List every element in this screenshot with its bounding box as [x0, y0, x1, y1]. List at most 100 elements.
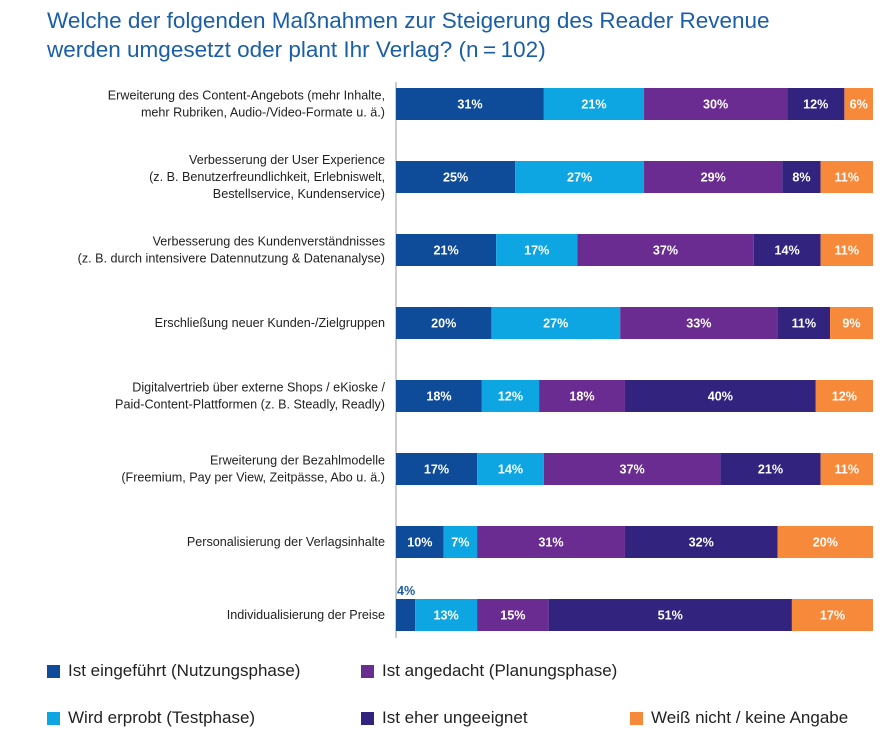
bar-segment: [396, 88, 544, 120]
category-label-line: Erweiterung der Bezahlmodelle: [210, 454, 385, 468]
bar-segment: [477, 453, 544, 485]
bar-segment: [543, 453, 721, 485]
bar-segment: [620, 307, 778, 339]
data-label: 32%: [689, 536, 714, 550]
category-label-line: Verbesserung der User Experience: [189, 153, 385, 167]
category-label-line: Erweiterung des Content-Angebots (mehr I…: [108, 89, 385, 103]
bar-segment: [477, 599, 549, 631]
category-label: Verbesserung des Kundenverständnisses (z.…: [78, 235, 385, 266]
bar-segment: [820, 453, 873, 485]
legend-swatch: [361, 664, 374, 678]
bar-segment: [396, 234, 497, 266]
chart-title-line-2: werden umgesetzt oder plant Ihr Verlag? …: [47, 37, 546, 62]
bar-segment: [543, 88, 645, 120]
bar-segment: [415, 599, 478, 631]
category-label-line: Digitalvertrieb über externe Shops / eKi…: [132, 381, 385, 395]
bar-segment: [539, 380, 625, 412]
bar-segment: [644, 88, 788, 120]
legend-item: Ist angedacht (Planungsphase): [361, 661, 617, 681]
legend-swatch: [630, 711, 643, 725]
data-label: 6%: [850, 98, 868, 112]
data-label: 17%: [424, 463, 449, 477]
data-label: 11%: [835, 463, 860, 477]
legend-label: Wird erprobt (Testphase): [68, 708, 256, 727]
bar-segment: [548, 599, 792, 631]
category-label-line: (z. B. durch intensivere Datennutzung & …: [78, 252, 385, 266]
data-label: 29%: [701, 171, 726, 185]
bar-segment: [753, 234, 821, 266]
chart-title: Welche der folgenden Maßnahmen zur Steig…: [47, 6, 887, 64]
legend-item: Ist eingeführt (Nutzungsphase): [47, 661, 300, 681]
category-label-line: Personalisierung der Verlagsinhalte: [187, 535, 385, 549]
category-label-line: (Freemium, Pay per View, Zeitpässe, Abo …: [121, 471, 385, 485]
bar-segment: [496, 234, 578, 266]
data-label: 14%: [498, 463, 523, 477]
data-label: 17%: [524, 244, 549, 258]
legend-label: Ist eher ungeeignet: [382, 708, 528, 727]
legend-label: Ist angedacht (Planungsphase): [382, 661, 618, 680]
category-label-line: Erschließung neuer Kunden-/Zielgruppen: [155, 316, 385, 330]
data-label: 15%: [500, 609, 525, 623]
bar-segment: [820, 234, 873, 266]
data-label: 20%: [431, 317, 456, 331]
data-label: 8%: [792, 171, 810, 185]
data-label: 31%: [457, 98, 482, 112]
bar-segment: [396, 307, 492, 339]
data-label: 21%: [433, 244, 458, 258]
legend-label: Weiß nicht / keine Angabe: [651, 708, 849, 727]
category-label-line: mehr Rubriken, Audio-/Video-Formate u. ä…: [141, 106, 385, 120]
category-label: Erweiterung des Content-Angebots (mehr I…: [108, 89, 385, 120]
bar-segment: [791, 599, 873, 631]
category-label: Verbesserung der User Experience (z. B. B…: [149, 153, 385, 201]
legend-swatch: [47, 711, 60, 725]
category-label-line: Paid-Content-Plattformen (z. B. Steadly,…: [115, 398, 385, 412]
category-label-line: Verbesserung des Kundenverständnisses: [153, 235, 385, 249]
bar-segment: [815, 380, 873, 412]
bar-segment: [787, 88, 845, 120]
data-label: 9%: [842, 317, 860, 331]
data-label: 20%: [813, 536, 838, 550]
legend-item: Wird erprobt (Testphase): [47, 708, 255, 728]
bar-segment: [396, 599, 416, 631]
data-label: 30%: [703, 98, 728, 112]
bar-segment: [396, 161, 516, 193]
bar-segment: [481, 380, 540, 412]
data-label: 11%: [835, 244, 860, 258]
bar-segment: [644, 161, 783, 193]
data-label: 12%: [832, 390, 857, 404]
data-label: 12%: [498, 390, 523, 404]
bar-segment: [515, 161, 645, 193]
data-label: 31%: [538, 536, 563, 550]
data-label: 12%: [803, 98, 828, 112]
data-label: 21%: [758, 463, 783, 477]
legend-item: Ist eher ungeeignet: [361, 708, 528, 728]
data-label: 10%: [407, 536, 432, 550]
category-label: Personalisierung der Verlagsinhalte: [187, 535, 385, 549]
bar-segment: [477, 526, 625, 558]
bar-segment: [782, 161, 821, 193]
data-label: 37%: [653, 244, 678, 258]
data-label: 27%: [567, 171, 592, 185]
bar-rows: Erweiterung des Content-Angebots (mehr I…: [78, 88, 873, 631]
category-label: Erweiterung der Bezahlmodelle (Freemium, …: [121, 454, 385, 485]
bar-segment: [844, 88, 873, 120]
category-label: Individualisierung der Preise: [227, 608, 385, 622]
data-label: 37%: [620, 463, 645, 477]
legend-label: Ist eingeführt (Nutzungsphase): [68, 661, 301, 680]
data-label: 27%: [543, 317, 568, 331]
bar-segment: [777, 307, 831, 339]
data-label: 25%: [443, 171, 468, 185]
category-label-line: Bestellservice, Kundenservice): [213, 187, 385, 201]
bar-segment: [396, 453, 478, 485]
category-label-line: (z. B. Benutzerfreundlichkeit, Erlebnisw…: [149, 170, 385, 184]
data-label: 51%: [658, 609, 683, 623]
data-label: 21%: [581, 98, 606, 112]
bar-segment: [443, 526, 478, 558]
bar-segment: [396, 380, 482, 412]
bar-segment: [830, 307, 873, 339]
bar-segment: [777, 526, 873, 558]
legend-swatch: [361, 711, 374, 725]
data-label: 14%: [775, 244, 800, 258]
bar-segment: [720, 453, 821, 485]
category-label-line: Individualisierung der Preise: [227, 608, 385, 622]
